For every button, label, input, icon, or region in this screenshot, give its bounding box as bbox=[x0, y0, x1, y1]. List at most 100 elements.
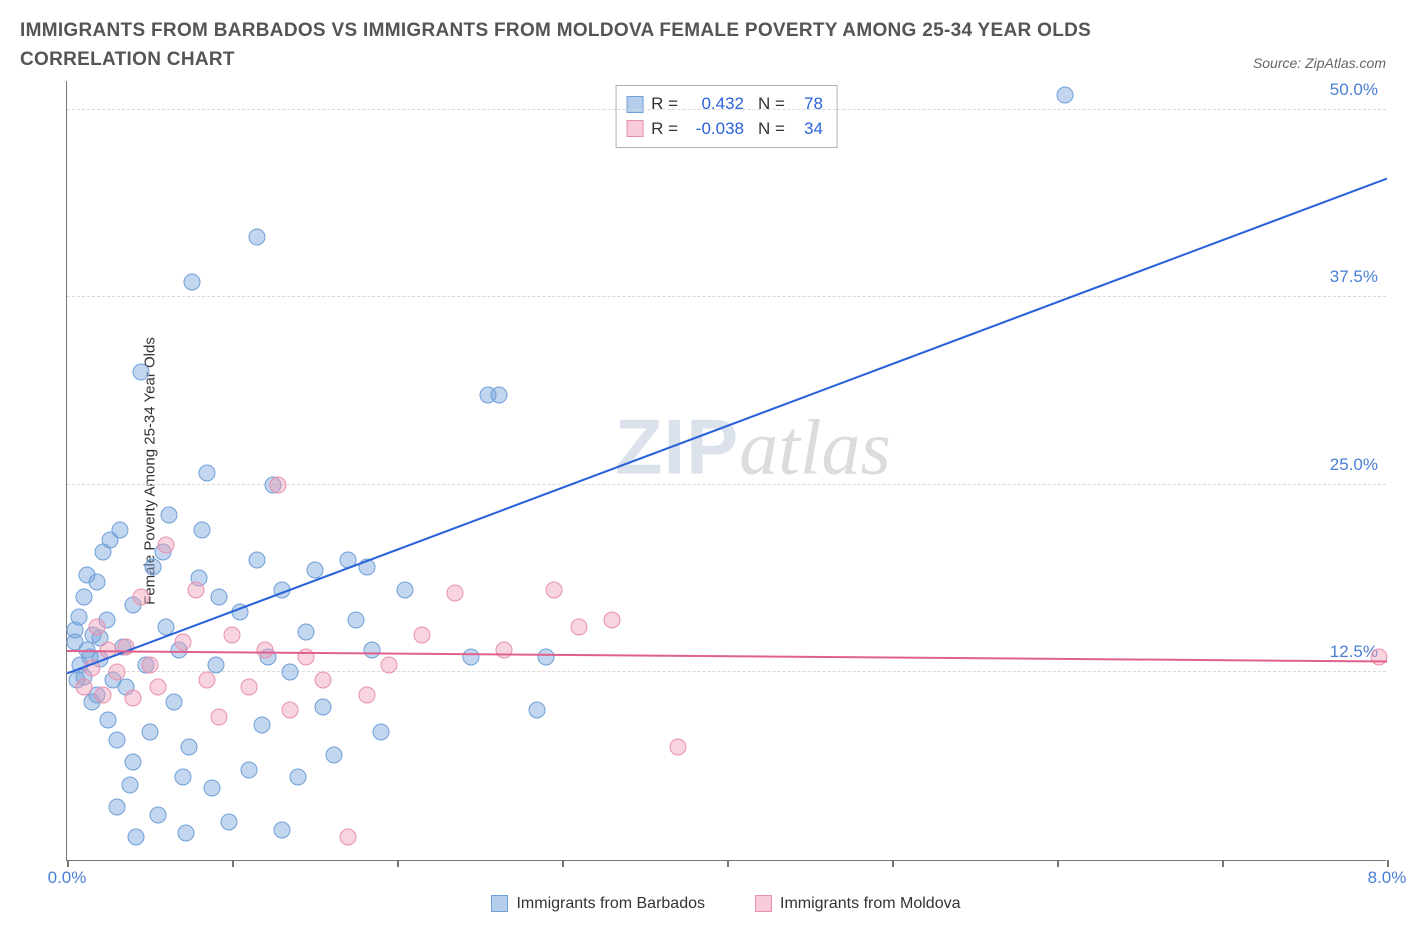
stat-n-value: 34 bbox=[793, 117, 823, 142]
x-tick bbox=[727, 860, 729, 867]
scatter-point bbox=[121, 776, 138, 793]
scatter-point bbox=[270, 476, 287, 493]
x-tick bbox=[67, 860, 69, 867]
scatter-point bbox=[339, 829, 356, 846]
scatter-point bbox=[166, 694, 183, 711]
scatter-point bbox=[149, 679, 166, 696]
scatter-point bbox=[359, 686, 376, 703]
gridline-h bbox=[67, 109, 1386, 110]
scatter-point bbox=[326, 746, 343, 763]
scatter-point bbox=[141, 724, 158, 741]
scatter-point bbox=[88, 574, 105, 591]
scatter-point bbox=[128, 829, 145, 846]
scatter-point bbox=[1370, 649, 1387, 666]
watermark: ZIPatlas bbox=[615, 402, 891, 493]
scatter-point bbox=[111, 521, 128, 538]
stat-key: R = bbox=[651, 92, 678, 117]
scatter-point bbox=[187, 581, 204, 598]
x-tick bbox=[562, 860, 564, 867]
scatter-point bbox=[570, 619, 587, 636]
scatter-point bbox=[257, 641, 274, 658]
stat-n-value: 78 bbox=[793, 92, 823, 117]
gridline-h bbox=[67, 296, 1386, 297]
trend-line bbox=[67, 178, 1387, 673]
stat-key: N = bbox=[758, 117, 785, 142]
x-tick-label: 0.0% bbox=[48, 868, 87, 888]
scatter-point bbox=[224, 626, 241, 643]
x-tick-label: 8.0% bbox=[1368, 868, 1406, 888]
legend-swatch bbox=[626, 120, 643, 137]
chart-title: IMMIGRANTS FROM BARBADOS VS IMMIGRANTS F… bbox=[20, 16, 1140, 75]
x-tick bbox=[397, 860, 399, 867]
scatter-point bbox=[108, 664, 125, 681]
scatter-point bbox=[149, 806, 166, 823]
scatter-point bbox=[177, 824, 194, 841]
scatter-point bbox=[413, 626, 430, 643]
gridline-h bbox=[67, 671, 1386, 672]
scatter-point bbox=[118, 638, 135, 655]
scatter-point bbox=[347, 611, 364, 628]
scatter-point bbox=[181, 739, 198, 756]
scatter-point bbox=[306, 562, 323, 579]
scatter-point bbox=[496, 641, 513, 658]
scatter-point bbox=[88, 619, 105, 636]
stat-key: N = bbox=[758, 92, 785, 117]
scatter-point bbox=[248, 551, 265, 568]
scatter-point bbox=[1057, 86, 1074, 103]
scatter-point bbox=[125, 754, 142, 771]
scatter-point bbox=[314, 671, 331, 688]
legend-swatch bbox=[626, 96, 643, 113]
scatter-point bbox=[446, 584, 463, 601]
scatter-point bbox=[161, 506, 178, 523]
scatter-point bbox=[199, 671, 216, 688]
scatter-point bbox=[158, 536, 175, 553]
legend-item: Immigrants from Barbados bbox=[491, 895, 705, 913]
scatter-point bbox=[144, 559, 161, 576]
header-row: IMMIGRANTS FROM BARBADOS VS IMMIGRANTS F… bbox=[20, 16, 1386, 75]
watermark-part1: ZIP bbox=[615, 403, 739, 491]
scatter-point bbox=[380, 656, 397, 673]
scatter-point bbox=[95, 686, 112, 703]
scatter-point bbox=[298, 649, 315, 666]
scatter-point bbox=[100, 641, 117, 658]
scatter-point bbox=[141, 656, 158, 673]
source-label: Source: ZipAtlas.com bbox=[1253, 55, 1386, 75]
scatter-point bbox=[603, 611, 620, 628]
scatter-point bbox=[125, 689, 142, 706]
scatter-point bbox=[339, 551, 356, 568]
stat-key: R = bbox=[651, 117, 678, 142]
scatter-point bbox=[537, 649, 554, 666]
scatter-point bbox=[240, 679, 257, 696]
scatter-point bbox=[184, 274, 201, 291]
scatter-point bbox=[281, 701, 298, 718]
scatter-point bbox=[75, 679, 92, 696]
watermark-part2: atlas bbox=[739, 404, 891, 491]
scatter-point bbox=[210, 709, 227, 726]
scatter-point bbox=[273, 821, 290, 838]
scatter-point bbox=[199, 464, 216, 481]
scatter-point bbox=[491, 386, 508, 403]
y-tick-label: 50.0% bbox=[1330, 80, 1378, 100]
scatter-point bbox=[133, 589, 150, 606]
x-tick bbox=[232, 860, 234, 867]
y-tick-label: 25.0% bbox=[1330, 455, 1378, 475]
scatter-point bbox=[281, 664, 298, 681]
scatter-point bbox=[210, 589, 227, 606]
scatter-point bbox=[290, 769, 307, 786]
scatter-point bbox=[253, 716, 270, 733]
scatter-point bbox=[314, 698, 331, 715]
scatter-point bbox=[194, 521, 211, 538]
scatter-point bbox=[75, 589, 92, 606]
scatter-point bbox=[232, 604, 249, 621]
stats-row: R =0.432N =78 bbox=[626, 92, 823, 117]
x-tick bbox=[1057, 860, 1059, 867]
scatter-point bbox=[108, 731, 125, 748]
scatter-point bbox=[174, 634, 191, 651]
legend-item: Immigrants from Moldova bbox=[755, 895, 961, 913]
scatter-point bbox=[83, 659, 100, 676]
legend-label: Immigrants from Barbados bbox=[516, 895, 705, 913]
scatter-point bbox=[669, 739, 686, 756]
legend-label: Immigrants from Moldova bbox=[780, 895, 961, 913]
stats-legend-box: R =0.432N =78R =-0.038N =34 bbox=[615, 85, 838, 148]
x-tick bbox=[1387, 860, 1389, 867]
